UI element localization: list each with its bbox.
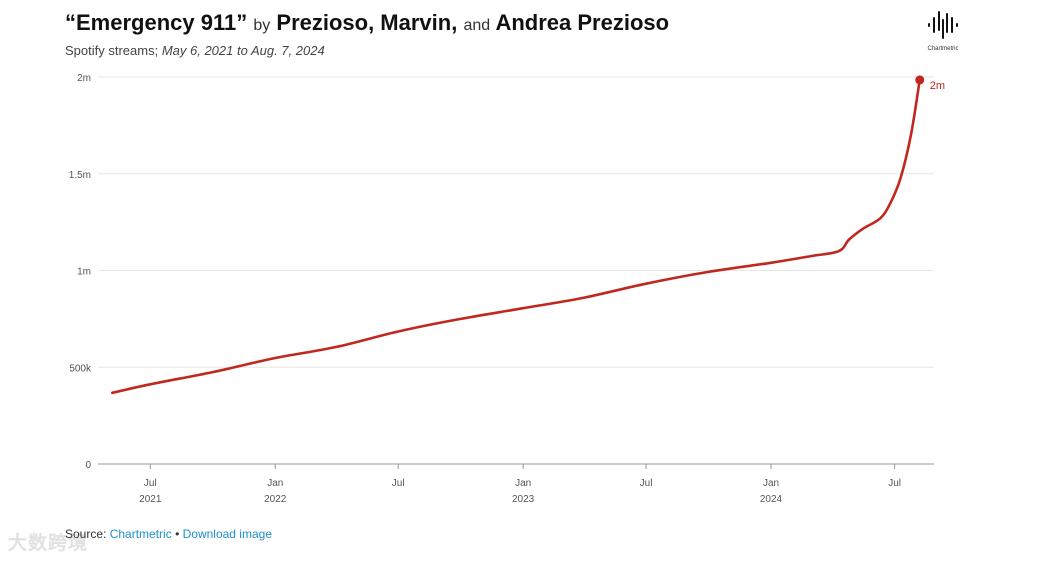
watermark: 大数跨境 — [8, 533, 89, 554]
chart-title: “Emergency 911” by Prezioso, Marvin, and… — [65, 10, 669, 36]
series-layer: 2m — [111, 75, 945, 395]
title-by: by — [253, 17, 271, 34]
x-tick-label: Jan — [763, 478, 779, 489]
chart-subtitle: Spotify streams; May 6, 2021 to Aug. 7, … — [65, 43, 325, 58]
title-artist-2: Andrea Prezioso — [495, 10, 670, 35]
x-tick-label: Jul — [392, 478, 405, 489]
footer-separator: • — [175, 527, 180, 541]
x-tick-year-label: 2022 — [264, 494, 287, 505]
title-and: and — [463, 17, 491, 34]
subtitle-date-range: May 6, 2021 to Aug. 7, 2024 — [161, 43, 325, 58]
download-image-link[interactable]: Download image — [182, 527, 272, 541]
y-tick-label: 2m — [77, 73, 91, 84]
grid-layer — [98, 76, 934, 368]
series-line — [111, 78, 921, 395]
source-label: Source: — [65, 527, 107, 541]
logo-text: Chartmetric — [927, 46, 959, 52]
waveform-icon — [928, 11, 958, 39]
y-tick-label: 0 — [85, 460, 91, 471]
axis-layer: 0 500k 1m 1.5m 2m Jul 2021 Jan 2022 Jul Jan 2023 Jul… — [69, 73, 934, 505]
y-tick-label: 1.5m — [69, 170, 91, 181]
chartmetric-logo: Chartmetric — [923, 10, 963, 54]
x-tick-label: Jul — [640, 478, 653, 489]
x-tick-label: Jul — [144, 478, 157, 489]
chart-footer: Source: Chartmetric • Download image — [65, 527, 272, 541]
x-tick-year-label: 2023 — [512, 494, 535, 505]
x-tick-label: Jul — [888, 478, 901, 489]
title-artist-1: Prezioso, Marvin, — [276, 10, 458, 35]
y-tick-label: 1m — [77, 267, 91, 278]
x-tick-year-label: 2024 — [760, 494, 783, 505]
x-tick-label: Jan — [515, 478, 531, 489]
series-end-label: 2m — [930, 80, 945, 92]
y-tick-label: 500k — [69, 363, 92, 374]
x-tick-year-label: 2021 — [139, 494, 162, 505]
subtitle-prefix: Spotify streams; — [65, 43, 159, 58]
x-tick-label: Jan — [267, 478, 283, 489]
source-link[interactable]: Chartmetric — [109, 527, 172, 541]
series-end-point — [915, 75, 925, 85]
title-song: “Emergency 911” — [65, 10, 248, 35]
